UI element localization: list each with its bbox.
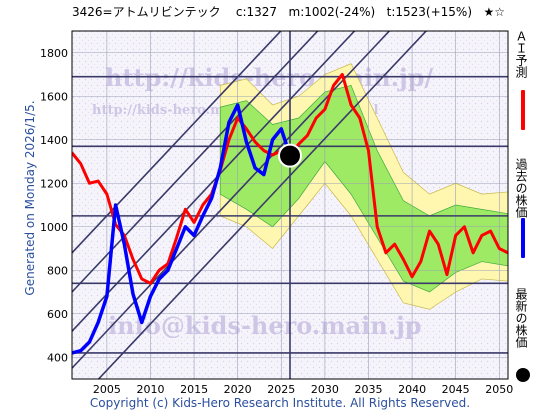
legend-past: 過去の株価 <box>512 158 542 273</box>
watermark-url-large: http://kids-hero.main.jp/ <box>105 63 433 92</box>
x-tick-label: 2025 <box>267 383 295 396</box>
x-tick-label: 2030 <box>311 383 339 396</box>
trend-channel-line <box>72 31 282 254</box>
watermark-email: info@kids-hero.main.jp <box>108 311 422 340</box>
trend-channel-line <box>97 31 428 379</box>
legend-past-label: 過去の株価 <box>514 158 528 218</box>
y-tick-label: 1600 <box>40 90 68 103</box>
legend-ai-swatch <box>521 90 525 130</box>
x-tick-label: 2010 <box>136 383 164 396</box>
chart-legend: ＡＩ予測 過去の株価 最新の株価 <box>512 30 542 385</box>
y-tick-label: 1200 <box>40 177 68 190</box>
x-tick-label: 2015 <box>180 383 208 396</box>
stock-code: 3426 <box>72 5 103 19</box>
copyright-footer: Copyright (c) Kids-Hero Research Institu… <box>89 396 471 410</box>
y-tick-label: 1800 <box>40 47 68 60</box>
x-tick-label: 2045 <box>442 383 470 396</box>
legend-latest-dot <box>516 368 530 382</box>
plot-frame <box>71 30 509 380</box>
y-tick-label: 800 <box>47 264 68 277</box>
stock-name: アトムリビンテック <box>112 5 221 19</box>
y-tick-label: 400 <box>47 351 68 364</box>
legend-ai: ＡＩ予測 <box>512 30 542 145</box>
target-price: t:1523(+15%) <box>386 5 473 19</box>
y-tick-label: 1000 <box>40 221 68 234</box>
min-price: m:1002(-24%) <box>288 5 376 19</box>
x-tick-label: 2040 <box>398 383 426 396</box>
legend-latest: 最新の株価 <box>512 288 542 385</box>
y-tick-label: 600 <box>47 308 68 321</box>
x-tick-label: 2020 <box>224 383 252 396</box>
legend-ai-label: ＡＩ予測 <box>514 30 528 78</box>
trend-channel-line <box>72 31 356 332</box>
past-price-line <box>72 103 292 355</box>
y-tick-label: 1400 <box>40 134 68 147</box>
latest-price-marker <box>278 143 302 168</box>
chart-title: 3426=アトムリビンテック c:1327 m:1002(-24%) t:152… <box>72 5 505 19</box>
x-tick-label: 2005 <box>93 383 121 396</box>
rating-stars: ★☆ <box>483 5 505 19</box>
current-price: c:1327 <box>235 5 278 19</box>
trend-channel-line <box>72 31 391 369</box>
x-tick-label: 2035 <box>354 383 382 396</box>
trend-channel-line <box>72 31 319 293</box>
legend-past-swatch <box>521 218 525 258</box>
x-tick-label: 2050 <box>485 383 513 396</box>
legend-latest-label: 最新の株価 <box>514 288 528 348</box>
